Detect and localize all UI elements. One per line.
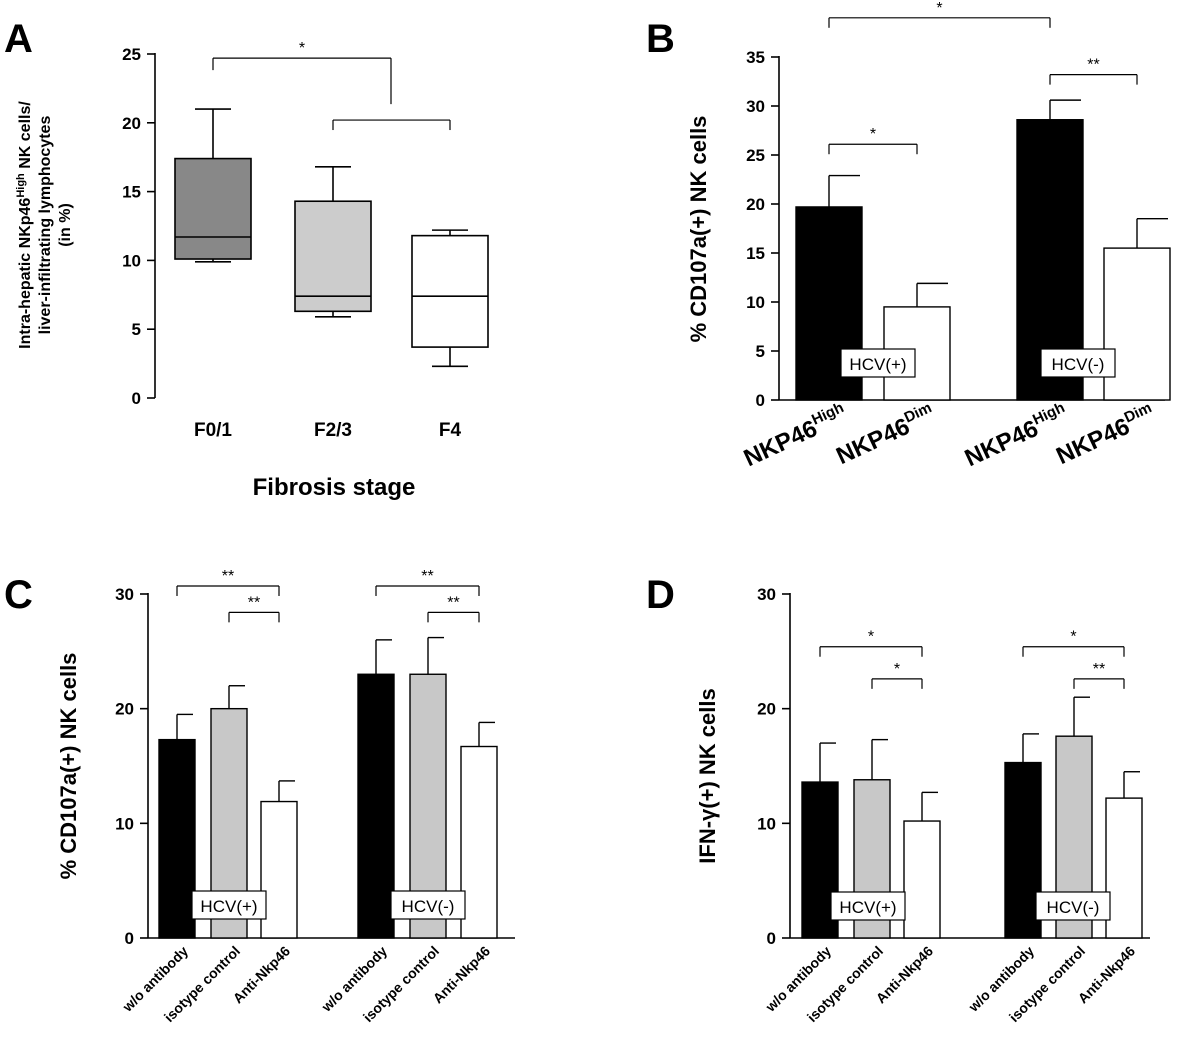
significance-label-B: * bbox=[936, 0, 942, 17]
y-tick-label-B: 20 bbox=[746, 195, 765, 214]
y-axis-label-line: Intra-hepatic NKp46High NK cells/ bbox=[15, 101, 34, 349]
x-axis-label-A: Fibrosis stage bbox=[253, 474, 416, 501]
x-tick-label-A: F0/1 bbox=[194, 420, 232, 441]
group-label-box-D bbox=[1035, 891, 1111, 921]
y-tick-label-A: 5 bbox=[132, 320, 141, 339]
group-label-D: HCV(+) bbox=[839, 898, 896, 917]
group-label-C: HCV(+) bbox=[200, 897, 257, 916]
bar bbox=[357, 673, 395, 939]
significance-label-C: ** bbox=[421, 568, 433, 585]
significance-label-B: ** bbox=[1087, 57, 1099, 74]
bar bbox=[1105, 797, 1143, 939]
y-tick-label-D: 10 bbox=[757, 814, 776, 833]
x-tick-label-B: NKP46Dim bbox=[1051, 399, 1159, 470]
group-label-box-C bbox=[191, 890, 267, 920]
y-tick-label-A: 15 bbox=[122, 183, 141, 202]
significance-label-B: * bbox=[870, 126, 876, 143]
y-tick-label-D: 20 bbox=[757, 700, 776, 719]
x-tick-label-A: F2/3 bbox=[314, 420, 352, 441]
y-axis-label-D: IFN-γ(+) NK cells bbox=[695, 688, 720, 863]
y-axis-label-B: % CD107a(+) NK cells bbox=[686, 116, 711, 343]
bar bbox=[260, 800, 298, 939]
x-tick-label-A: F4 bbox=[439, 420, 462, 441]
significance-label-C: ** bbox=[447, 594, 459, 611]
panel-letter-D: D bbox=[646, 573, 675, 617]
y-tick-label-B: 0 bbox=[756, 391, 765, 410]
x-tick-label-B: NKP46High bbox=[960, 399, 1073, 472]
y-axis-label-line: (in %) bbox=[57, 203, 74, 247]
y-tick-label-C: 0 bbox=[125, 929, 134, 948]
y-tick-label-A: 10 bbox=[122, 251, 141, 270]
bar bbox=[158, 738, 196, 939]
y-tick-label-B: 10 bbox=[746, 293, 765, 312]
y-tick-label-C: 30 bbox=[115, 585, 134, 604]
y-axis-label-line: liver-infiltrating lymphocytes bbox=[37, 116, 54, 335]
box-F2/3 bbox=[294, 200, 372, 313]
y-tick-label-B: 15 bbox=[746, 244, 765, 263]
bar bbox=[460, 745, 498, 939]
group-label-box-B bbox=[840, 348, 916, 378]
group-label-B: HCV(-) bbox=[1052, 355, 1105, 374]
box-F0/1 bbox=[174, 157, 252, 260]
y-tick-label-B: 25 bbox=[746, 146, 765, 165]
group-label-B: HCV(+) bbox=[849, 355, 906, 374]
y-axis-label-A: Intra-hepatic NKp46High NK cells/liver-i… bbox=[15, 101, 74, 349]
bar bbox=[903, 820, 941, 939]
group-label-box-C bbox=[390, 890, 466, 920]
significance-label-D: ** bbox=[1093, 661, 1105, 678]
y-tick-label-D: 30 bbox=[757, 585, 776, 604]
significance-label-C: ** bbox=[248, 594, 260, 611]
significance-label-A: * bbox=[299, 40, 305, 57]
significance-label-C: ** bbox=[222, 568, 234, 585]
significance-label-D: * bbox=[1070, 629, 1076, 646]
panel-letter-A: A bbox=[4, 17, 33, 61]
y-tick-label-B: 5 bbox=[756, 342, 765, 361]
significance-label-D: * bbox=[894, 661, 900, 678]
y-tick-label-A: 25 bbox=[122, 45, 141, 64]
group-label-box-B bbox=[1040, 348, 1116, 378]
group-label-box-D bbox=[830, 891, 906, 921]
y-tick-label-A: 0 bbox=[132, 389, 141, 408]
x-tick-label-B: NKP46High bbox=[739, 399, 852, 472]
y-tick-label-B: 30 bbox=[746, 97, 765, 116]
panel-letter-B: B bbox=[646, 17, 675, 61]
y-tick-label-D: 0 bbox=[767, 929, 776, 948]
box-F4 bbox=[411, 234, 489, 348]
x-tick-label-B: NKP46Dim bbox=[831, 399, 939, 470]
group-label-D: HCV(-) bbox=[1047, 898, 1100, 917]
panel-letter-C: C bbox=[4, 573, 33, 617]
y-tick-label-A: 20 bbox=[122, 114, 141, 133]
bar bbox=[1004, 761, 1042, 939]
y-tick-label-C: 10 bbox=[115, 814, 134, 833]
y-tick-label-B: 35 bbox=[746, 48, 765, 67]
significance-label-D: * bbox=[868, 629, 874, 646]
group-label-C: HCV(-) bbox=[402, 897, 455, 916]
y-axis-label-C: % CD107a(+) NK cells bbox=[56, 653, 81, 880]
y-tick-label-C: 20 bbox=[115, 700, 134, 719]
